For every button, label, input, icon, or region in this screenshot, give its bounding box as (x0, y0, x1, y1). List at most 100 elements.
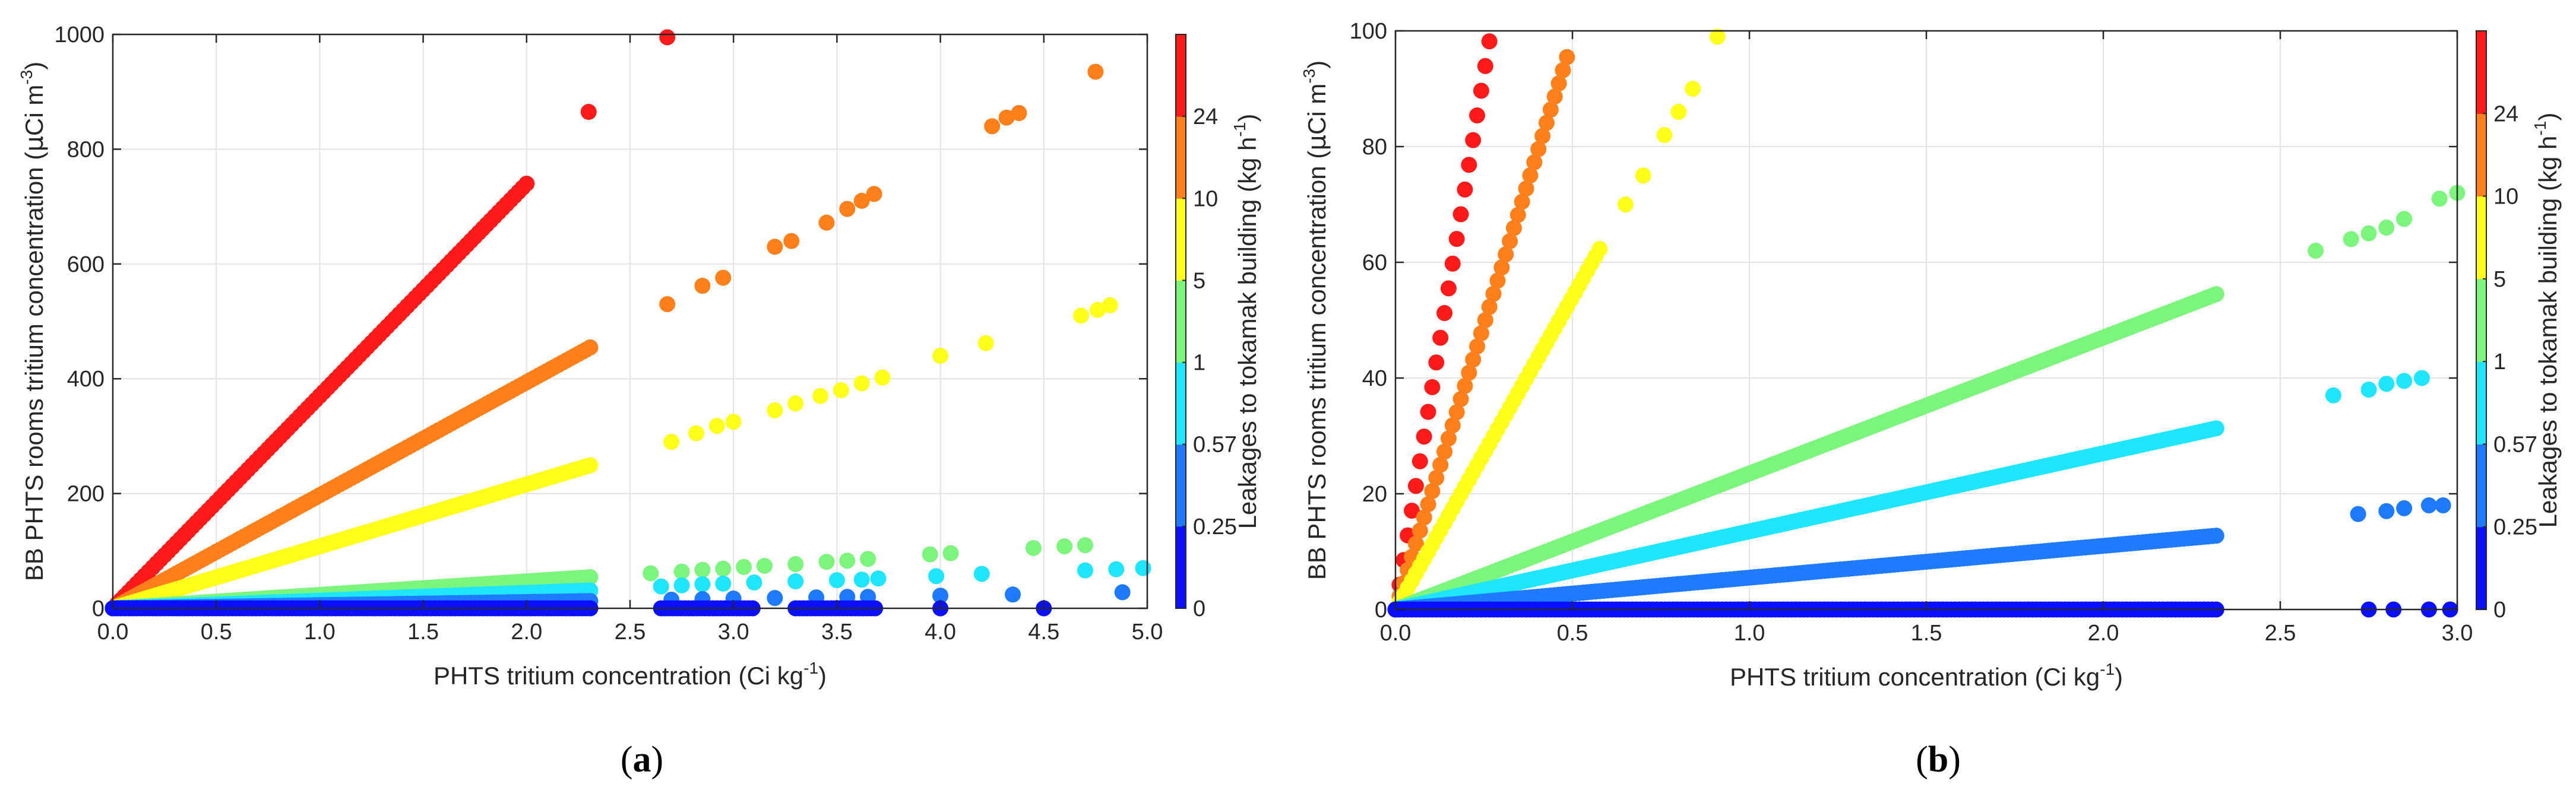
data-point (783, 233, 800, 249)
data-point (853, 375, 870, 392)
data-point (1534, 128, 1551, 144)
colorbar-segment (2476, 31, 2486, 114)
data-point (659, 29, 676, 46)
data-point (1530, 141, 1547, 157)
y-tick-label: 1000 (54, 23, 105, 47)
data-point (1416, 509, 1432, 526)
data-point (1416, 428, 1432, 445)
data-point (932, 348, 949, 364)
data-point (1546, 88, 1563, 105)
x-axis-title: PHTS tritium concentration (Ci kg-1) (1730, 660, 2123, 691)
x-tick-label: 4.5 (1028, 620, 1059, 645)
data-point (1461, 364, 1477, 381)
chart-panel-a: 0.0 0.5 1.0 1.5 2.0 2.5 3.0 3.5 4.0 4.5 5.0 0 200 400… (17, 23, 1261, 780)
x-tick-label: 1.0 (304, 620, 336, 645)
y-tick-label: 80 (1362, 135, 1387, 160)
data-point (973, 566, 990, 582)
data-point (725, 414, 742, 430)
data-point (1448, 231, 1465, 247)
data-point (746, 574, 762, 591)
colorbar-tick-label: 24 (2493, 101, 2518, 126)
x-tick-label: 2.0 (2088, 621, 2119, 646)
colorbar-segment (2476, 113, 2486, 197)
data-point (1502, 233, 1518, 249)
data-point (1477, 58, 1493, 74)
data-point (756, 557, 773, 574)
y-tick-label: 0 (92, 596, 105, 621)
data-point (1542, 101, 1559, 118)
data-point (1555, 62, 1571, 78)
colorbar-segment (1176, 198, 1186, 281)
data-point (582, 339, 599, 355)
data-point (653, 578, 669, 595)
data-point (767, 402, 783, 418)
colorbar-segment (2476, 444, 2486, 528)
data-point (673, 577, 690, 593)
data-point (1498, 246, 1514, 263)
colorbar-segment (1176, 116, 1186, 199)
data-point (1465, 351, 1482, 368)
colorbar-tick-label: 24 (1193, 104, 1218, 129)
colorbar-tick-label: 1 (1193, 351, 1205, 376)
data-point (1444, 417, 1461, 434)
colorbar-segment (1176, 444, 1186, 527)
data-point (1452, 391, 1469, 407)
colorbar-segment (1176, 34, 1186, 117)
series-5 (1387, 28, 1726, 618)
data-point (715, 560, 732, 577)
colorbar-tick-label: 0.25 (1193, 515, 1237, 539)
panel-caption: (a) (621, 739, 663, 780)
data-point (1670, 104, 1687, 120)
data-point (694, 561, 711, 578)
data-point (2378, 220, 2395, 236)
data-point (1089, 301, 1106, 318)
data-point (1485, 285, 1502, 302)
x-tick-label: 3.0 (718, 620, 749, 645)
data-point (2208, 420, 2224, 437)
data-point (1526, 154, 1543, 170)
data-point (2396, 211, 2413, 227)
x-tick-label: 0.0 (97, 620, 129, 645)
x-tick-label: 2.0 (511, 620, 542, 645)
data-point (1452, 206, 1469, 223)
data-point (1005, 586, 1021, 603)
series-0_57 (1387, 370, 2430, 618)
data-point (1709, 28, 1726, 45)
colorbar-tick-label: 0.25 (2493, 515, 2537, 540)
series-5 (105, 297, 1118, 617)
data-point (853, 572, 870, 588)
data-point (1420, 496, 1436, 513)
data-point (1509, 207, 1526, 223)
data-point (736, 558, 752, 575)
data-point (2360, 225, 2377, 242)
data-point (1457, 181, 1473, 198)
data-point (1591, 241, 1608, 257)
series-10 (1387, 49, 1575, 618)
data-point (998, 109, 1015, 126)
data-point (839, 553, 856, 569)
data-point (1473, 82, 1489, 99)
data-point (2208, 528, 2224, 544)
data-point (582, 569, 599, 586)
x-tick-label: 3.0 (2442, 621, 2473, 646)
data-point (1077, 562, 1093, 579)
data-point (688, 425, 704, 442)
data-point (787, 556, 804, 573)
panel-caption: (b) (1916, 739, 1961, 780)
data-point (1114, 584, 1131, 601)
x-axis-title: PHTS tritium concentration (Ci kg-1) (433, 659, 827, 690)
x-tick-label: 1.5 (1911, 621, 1942, 646)
data-point (1440, 430, 1457, 447)
colorbar-segment (2476, 196, 2486, 280)
data-point (1635, 167, 1651, 184)
data-point (1477, 312, 1493, 328)
data-point (1505, 220, 1522, 236)
data-point (812, 388, 829, 404)
colorbar-segment (1176, 280, 1186, 363)
data-point (1424, 379, 1441, 395)
data-point (659, 296, 676, 312)
data-point (1550, 75, 1567, 91)
data-point (1469, 338, 1486, 355)
data-point (1469, 107, 1486, 123)
